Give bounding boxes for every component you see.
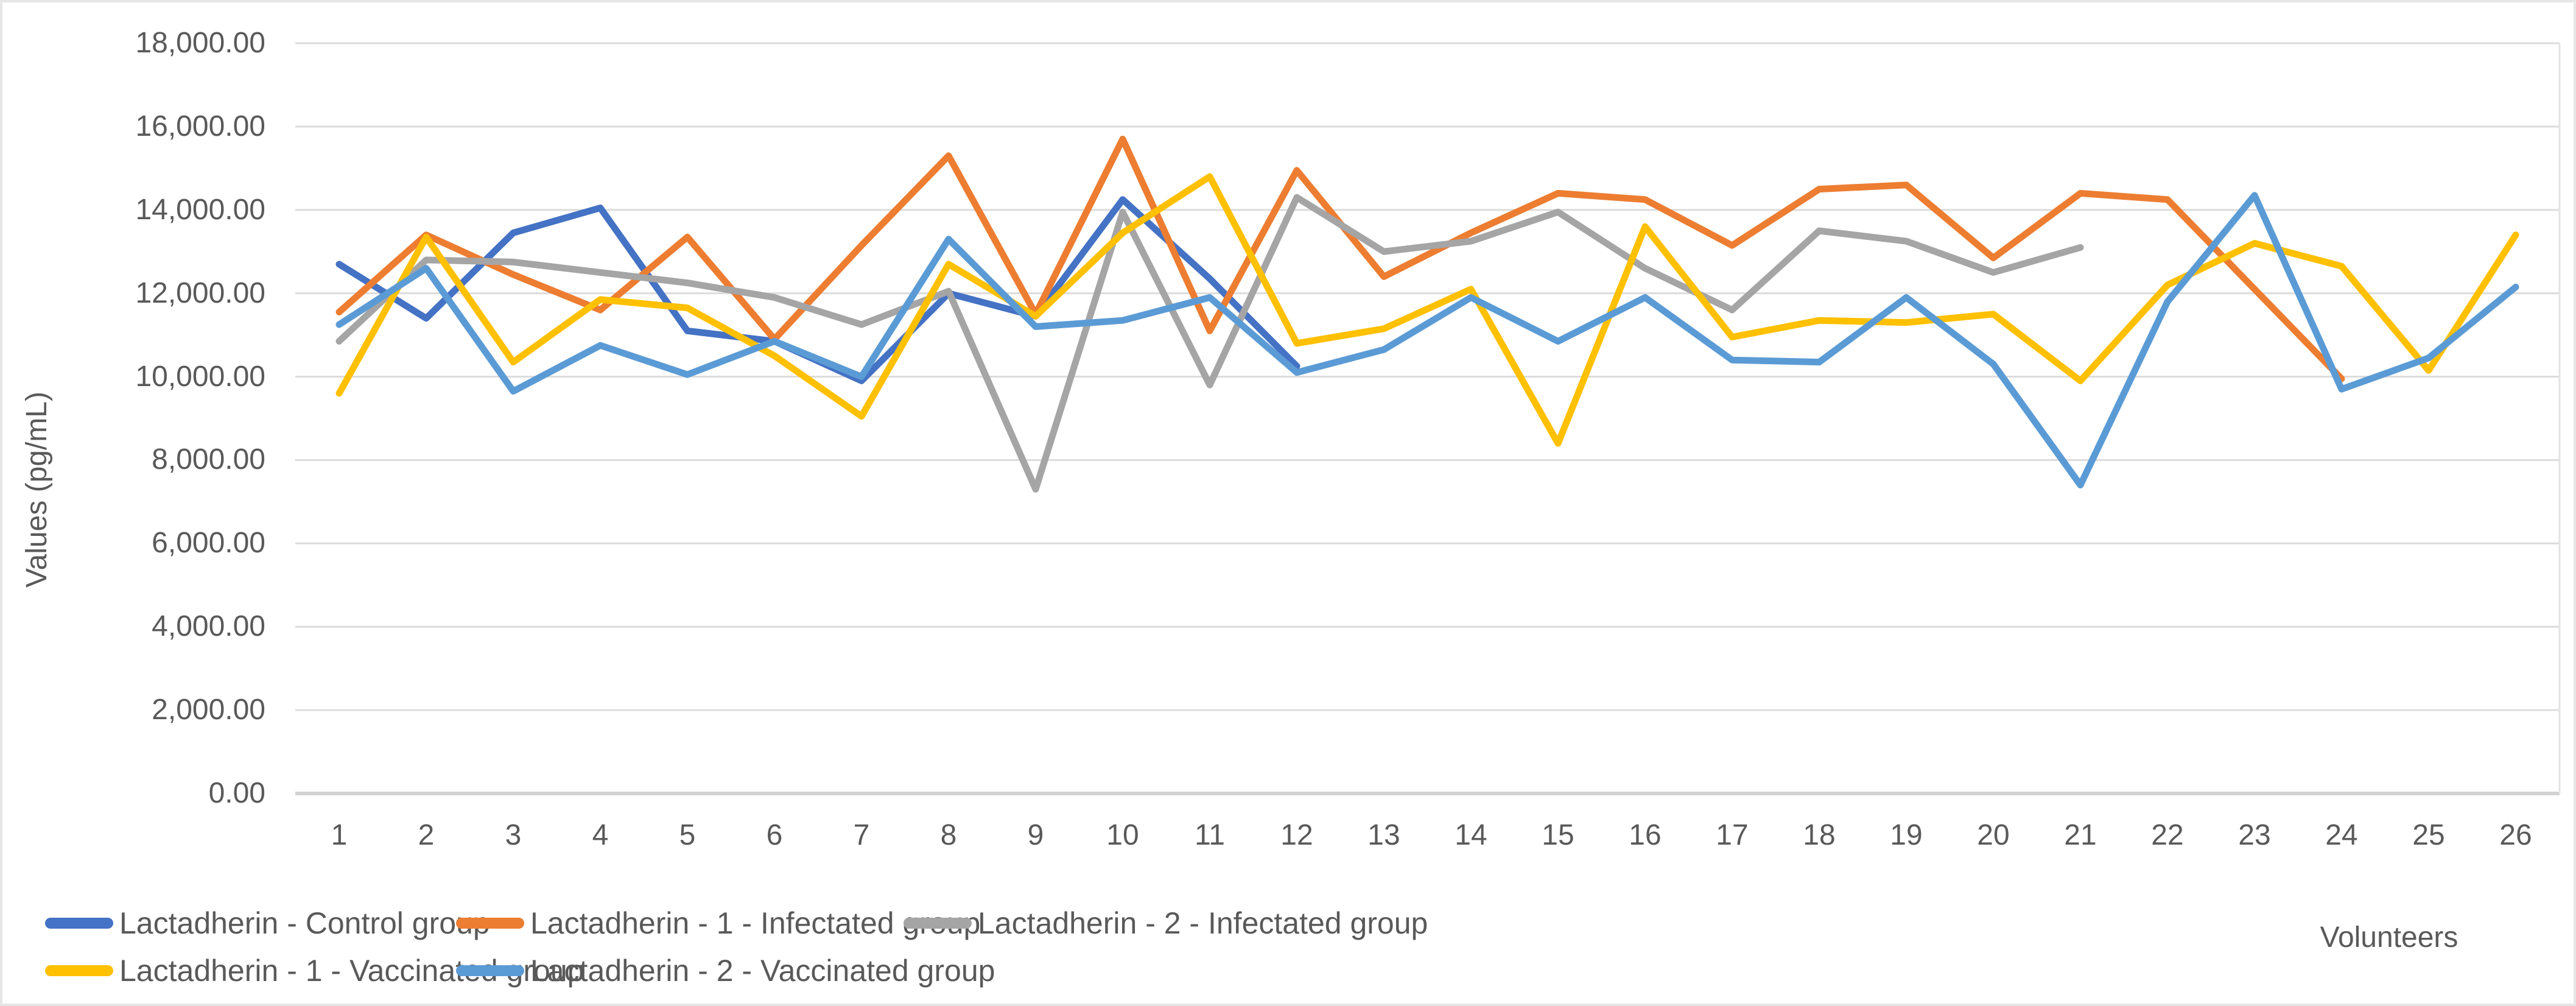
- x-tick-label: 12: [1280, 819, 1313, 851]
- x-axis-title: Volunteers: [2320, 921, 2458, 954]
- series-line-4: [335, 192, 2519, 488]
- x-tick-label: 24: [2325, 819, 2358, 851]
- x-tick-label: 26: [2499, 819, 2532, 851]
- y-tick-label: 0.00: [208, 777, 265, 809]
- x-tick-label: 13: [1367, 819, 1400, 851]
- x-tick-label: 21: [2064, 819, 2097, 851]
- y-tick-label: 12,000.00: [135, 276, 265, 309]
- x-tick-label: 15: [1542, 819, 1574, 851]
- x-tick-label: 10: [1106, 819, 1139, 851]
- y-tick-label: 18,000.00: [135, 27, 265, 59]
- x-tick-label: 20: [1977, 819, 2010, 851]
- x-tick-label: 1: [331, 819, 348, 851]
- x-tick-label: 16: [1629, 819, 1662, 851]
- x-tick-label: 7: [853, 819, 870, 851]
- x-tick-label: 18: [1803, 819, 1836, 851]
- series-line-3: [335, 173, 2519, 447]
- x-tick-label: 6: [766, 819, 783, 851]
- x-tick-label: 14: [1455, 819, 1487, 851]
- x-tick-label: 23: [2238, 819, 2271, 851]
- x-tick-label: 17: [1716, 819, 1749, 851]
- y-tick-label: 8,000.00: [152, 443, 265, 476]
- x-tick-label: 8: [940, 819, 957, 851]
- x-tick-label: 2: [418, 819, 435, 851]
- x-tick-label: 9: [1027, 819, 1044, 851]
- y-tick-label: 6,000.00: [152, 527, 265, 560]
- x-tick-label: 4: [592, 819, 609, 851]
- x-tick-label: 19: [1890, 819, 1923, 851]
- x-tick-label: 25: [2412, 819, 2445, 851]
- x-tick-label: 5: [679, 819, 696, 851]
- y-tick-label: 14,000.00: [135, 193, 265, 226]
- y-tick-label: 10,000.00: [135, 360, 265, 393]
- y-tick-label: 2,000.00: [152, 694, 265, 726]
- y-tick-label: 4,000.00: [152, 610, 265, 643]
- x-tick-label: 3: [505, 819, 522, 851]
- series-line-2: [335, 194, 2084, 493]
- x-tick-label: 11: [1195, 819, 1225, 851]
- x-tick-label: 22: [2151, 819, 2184, 851]
- y-tick-label: 16,000.00: [135, 110, 265, 142]
